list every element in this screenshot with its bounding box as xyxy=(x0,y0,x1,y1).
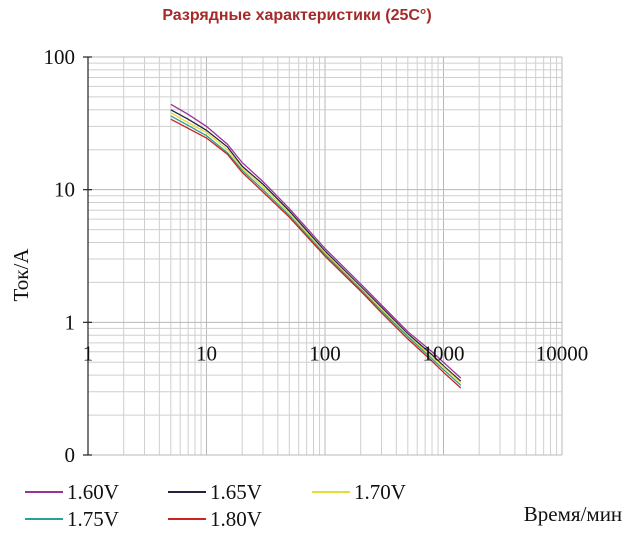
y-tick-label: 10 xyxy=(54,178,75,202)
axes xyxy=(83,56,92,456)
series-line-1-65V xyxy=(170,109,462,382)
legend-label: 1.75V xyxy=(67,507,119,531)
series-line-1-80V xyxy=(170,118,462,389)
legend-label: 1.80V xyxy=(210,507,262,531)
x-axis-label: Время/мин xyxy=(524,502,622,526)
series-line-1-75V xyxy=(170,115,462,386)
y-axis-label: Ток/А xyxy=(9,248,33,302)
grid xyxy=(87,56,563,456)
legend-label: 1.60V xyxy=(67,480,119,504)
x-tick-label: 1 xyxy=(83,341,94,365)
legend: 1.60V 1.65V 1.70V 1.75V 1.80V xyxy=(25,480,406,531)
x-tick-labels: 1 10 100 1000 10000 xyxy=(83,341,589,365)
y-tick-label: 100 xyxy=(44,45,76,69)
x-tick-label: 100 xyxy=(309,341,341,365)
legend-label: 1.70V xyxy=(354,480,406,504)
x-tick-label: 10000 xyxy=(536,341,589,365)
series-lines xyxy=(170,103,462,389)
series-line-1-70V xyxy=(170,112,462,384)
y-tick-label: 0 xyxy=(65,443,76,467)
x-tick-label: 1000 xyxy=(423,341,465,365)
chart-title: Разрядные характеристики (25C°) xyxy=(162,7,431,24)
x-tick-label: 10 xyxy=(196,341,217,365)
y-tick-label: 1 xyxy=(65,310,76,334)
series-line-1-60V xyxy=(170,103,462,379)
legend-label: 1.65V xyxy=(210,480,262,504)
